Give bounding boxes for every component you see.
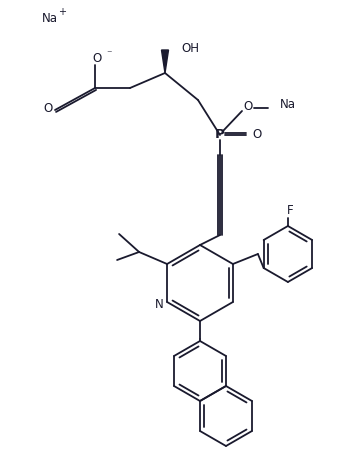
Text: O: O <box>243 100 253 112</box>
Text: Na: Na <box>280 99 296 111</box>
Text: O: O <box>92 52 102 66</box>
Text: F: F <box>287 203 293 217</box>
Text: O: O <box>252 127 262 141</box>
Text: ⁻: ⁻ <box>106 49 112 59</box>
Text: O: O <box>44 101 53 115</box>
Text: +: + <box>58 7 66 17</box>
Text: N: N <box>155 297 164 311</box>
Text: OH: OH <box>181 42 199 54</box>
Text: Na: Na <box>42 11 58 25</box>
Polygon shape <box>161 50 168 73</box>
Text: P: P <box>215 127 225 141</box>
